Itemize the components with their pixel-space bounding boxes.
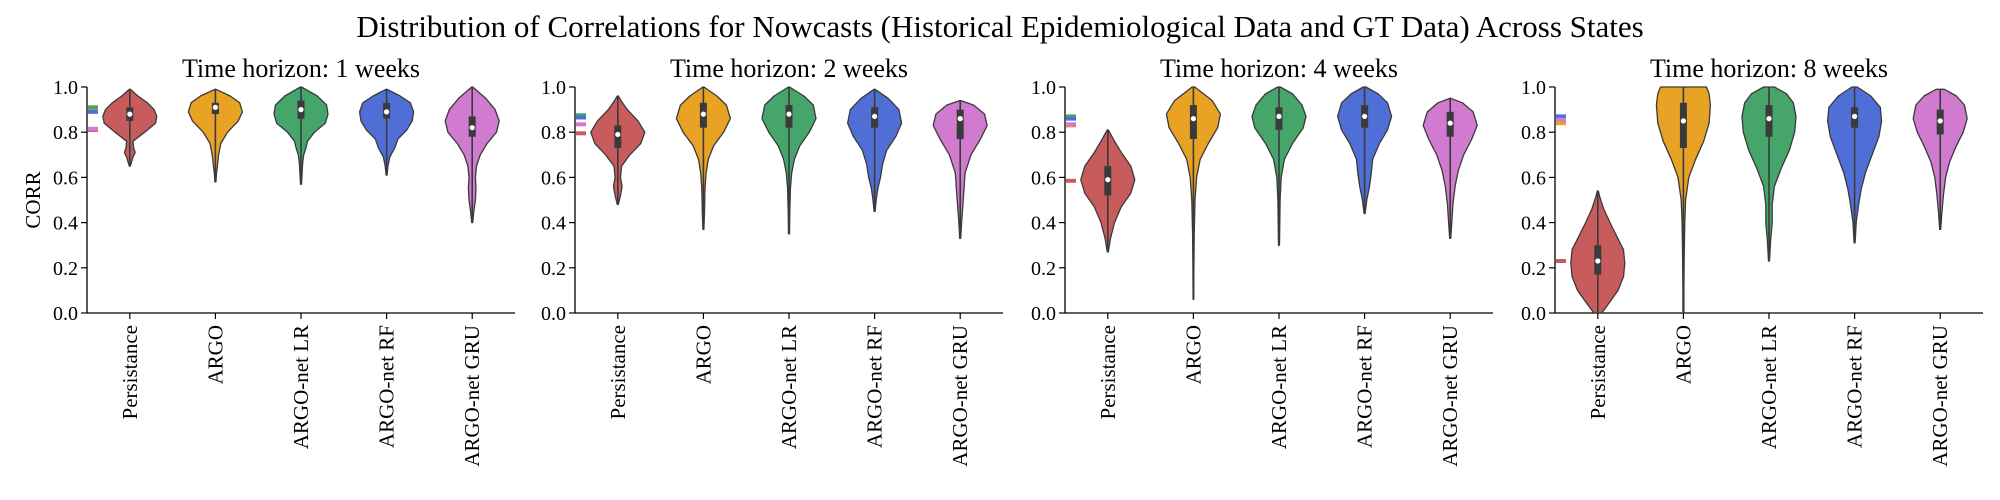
y-tick-label: 0.2 — [1031, 258, 1056, 280]
y-tick-label: 0.8 — [1521, 122, 1546, 144]
x-category-label: Persistance — [118, 325, 142, 419]
x-category-label: ARGO-net GRU — [1928, 325, 1952, 467]
mean-marker-argo-net-rf — [576, 115, 586, 120]
panel-title: Time horizon: 2 weeks — [670, 54, 908, 83]
mean-marker-argo-net-gru — [576, 122, 586, 127]
violin-median-dot — [1766, 116, 1772, 122]
y-tick-label: 1.0 — [53, 77, 78, 99]
mean-marker-argo-net-lr — [576, 113, 586, 118]
y-tick-label: 0.6 — [541, 167, 566, 189]
figure-title: Distribution of Correlations for Nowcast… — [356, 9, 1643, 44]
y-tick-label: 0.4 — [541, 213, 566, 235]
mean-marker-persistance — [1556, 259, 1566, 264]
x-category-label: Persistance — [1586, 325, 1610, 419]
x-category-label: ARGO-net LR — [777, 325, 801, 449]
panel-title: Time horizon: 1 weeks — [182, 54, 420, 83]
violin-median-dot — [1595, 258, 1601, 264]
x-category-label: ARGO — [1671, 325, 1695, 385]
y-tick-label: 0.8 — [541, 122, 566, 144]
x-category-label: ARGO-net GRU — [948, 325, 972, 467]
violin-median-dot — [786, 111, 792, 117]
chart-panel-2: Time horizon: 2 weeks 0.0 0.2 0.4 0.6 0.8 1.0 P… — [541, 54, 1003, 467]
violin-median-dot — [872, 113, 878, 119]
x-category-label: ARGO-net RF — [1843, 325, 1867, 448]
x-category-label: Persistance — [606, 325, 630, 419]
y-tick-label: 0.6 — [53, 167, 78, 189]
x-category-label: ARGO — [203, 325, 227, 385]
mean-marker-argo-net-gru — [1556, 117, 1566, 122]
y-tick-label: 0.0 — [541, 303, 566, 325]
x-category-label: ARGO-net LR — [1267, 325, 1291, 449]
y-axis-label: CORR — [21, 171, 45, 228]
mean-marker-argo-net-gru — [88, 126, 98, 131]
chart-panel-1: Time horizon: 1 weeks 0.0 0.2 0.4 0.6 0.8 1.0 C… — [21, 54, 515, 467]
y-tick-label: 0.2 — [541, 258, 566, 280]
violin-median-dot — [1362, 113, 1368, 119]
violin-median-dot — [1937, 118, 1943, 124]
violin-iqr-box — [1679, 102, 1687, 149]
y-tick-label: 0.6 — [1521, 167, 1546, 189]
x-category-label: ARGO-net GRU — [1438, 325, 1462, 467]
y-tick-label: 0.2 — [53, 258, 78, 280]
mean-marker-argo-net-lr — [88, 105, 98, 110]
violin-median-dot — [1447, 120, 1453, 126]
mean-marker-persistance — [1066, 178, 1076, 183]
violin-median-dot — [957, 116, 963, 122]
x-category-label: ARGO — [691, 325, 715, 385]
x-category-label: ARGO-net GRU — [460, 325, 484, 467]
y-tick-label: 0.4 — [1031, 213, 1056, 235]
violin-median-dot — [1852, 113, 1858, 119]
y-tick-label: 0.0 — [1031, 303, 1056, 325]
violin-median-dot — [384, 109, 390, 115]
mean-marker-argo-net-gru — [1066, 122, 1076, 127]
violin-median-dot — [615, 131, 621, 138]
x-category-label: ARGO-net LR — [1757, 325, 1781, 449]
y-tick-label: 0.2 — [1521, 258, 1546, 280]
x-category-label: ARGO — [1181, 325, 1205, 385]
x-category-label: ARGO-net RF — [1353, 325, 1377, 448]
mean-marker-argo — [88, 107, 98, 112]
mean-marker-argo-net-rf — [88, 109, 98, 114]
x-category-label: ARGO-net LR — [289, 325, 313, 449]
y-tick-label: 0.0 — [1521, 303, 1546, 325]
violin-median-dot — [298, 107, 304, 113]
y-tick-label: 0.8 — [1031, 122, 1056, 144]
mean-marker-persistance — [576, 131, 586, 136]
y-tick-label: 0.0 — [53, 303, 78, 325]
violin-median-dot — [469, 125, 475, 131]
violin-median-dot — [127, 111, 133, 117]
mean-marker-argo-net-rf — [1556, 114, 1566, 119]
y-tick-label: 0.6 — [1031, 167, 1056, 189]
panel-title: Time horizon: 4 weeks — [1160, 54, 1398, 83]
mean-marker-argo-net-rf — [1066, 116, 1076, 121]
y-tick-label: 0.4 — [1521, 213, 1546, 235]
violin-median-dot — [1190, 116, 1196, 122]
y-tick-label: 1.0 — [1521, 77, 1546, 99]
violin-median-dot — [700, 111, 707, 117]
violin-median-dot — [1276, 113, 1282, 119]
chart-panel-4: Time horizon: 8 weeks 0.0 0.2 0.4 0.6 0.8 1.0 P… — [1521, 54, 1983, 467]
chart-panel-3: Time horizon: 4 weeks 0.0 0.2 0.4 0.6 0.8 1.0 P… — [1031, 54, 1493, 467]
violin-iqr-box — [956, 109, 964, 139]
violin-iqr-box — [1189, 105, 1197, 139]
mean-marker-argo — [1556, 121, 1566, 126]
mean-marker-argo-net-lr — [1066, 114, 1076, 119]
violin-median-dot — [1105, 177, 1111, 183]
x-category-label: ARGO-net RF — [375, 325, 399, 448]
y-tick-label: 1.0 — [541, 77, 566, 99]
violin-median-dot — [212, 104, 218, 110]
violin-median-dot — [1680, 118, 1686, 124]
y-tick-label: 0.8 — [53, 122, 78, 144]
y-tick-label: 0.4 — [53, 213, 78, 235]
panel-title: Time horizon: 8 weeks — [1650, 54, 1888, 83]
x-category-label: Persistance — [1096, 325, 1120, 419]
y-tick-label: 1.0 — [1031, 77, 1056, 99]
x-category-label: ARGO-net RF — [863, 325, 887, 448]
